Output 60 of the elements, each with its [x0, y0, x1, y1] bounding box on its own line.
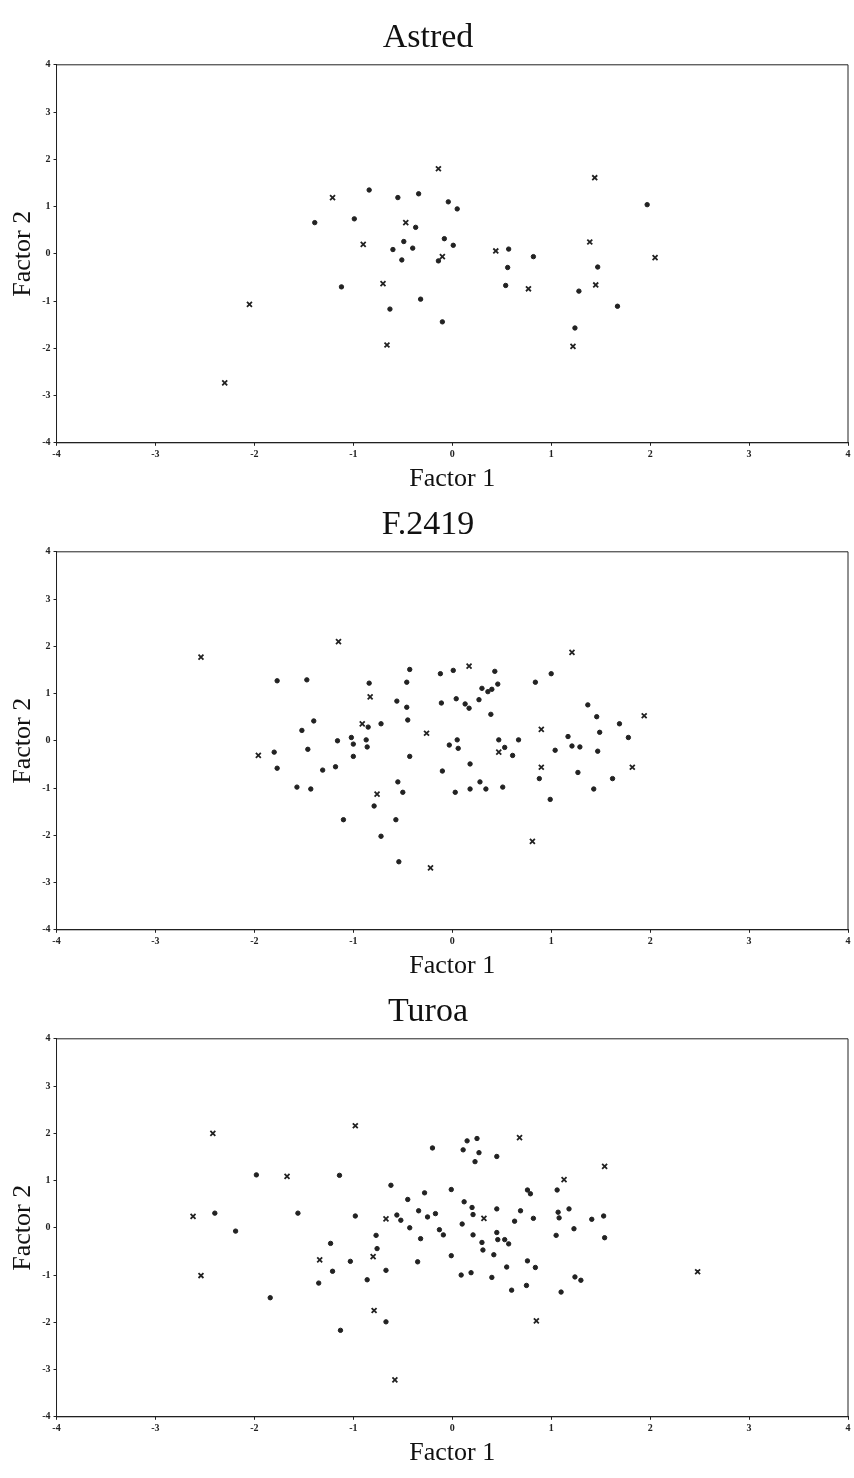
y-tick-label: -3	[42, 876, 51, 888]
y-tick-label: -1	[42, 781, 51, 793]
x-tick-label: 3	[746, 1422, 752, 1434]
x-axis-title: Factor 1	[409, 950, 496, 980]
y-tick-label: -1	[42, 1268, 51, 1280]
x-tick-label: -2	[250, 1422, 259, 1434]
x-tick-label: 1	[548, 448, 554, 460]
x-tick-label: -1	[349, 448, 358, 460]
x-tick-label: 0	[449, 448, 455, 460]
y-tick-label: -4	[42, 923, 51, 935]
chart-title: Turoa	[388, 991, 468, 1029]
y-tick-label: 1	[45, 1174, 51, 1186]
y-tick-label: -4	[42, 1410, 51, 1422]
y-tick-label: 0	[45, 247, 51, 259]
y-tick-label: -3	[42, 1363, 51, 1375]
y-tick-label: -1	[42, 294, 51, 306]
y-tick-label: -2	[42, 1315, 51, 1327]
x-tick-label: 0	[449, 935, 455, 947]
y-axis-title: Factor 2	[7, 210, 37, 297]
y-tick-label: 2	[45, 152, 51, 164]
x-tick-label: 2	[647, 448, 653, 460]
x-tick-label: 3	[746, 448, 752, 460]
y-tick-label: 4	[45, 1032, 51, 1044]
x-tick-label: 4	[845, 935, 851, 947]
y-axis-title: Factor 2	[7, 697, 37, 784]
y-tick-label: 1	[45, 687, 51, 699]
x-tick-label: -2	[250, 448, 259, 460]
x-axis-title: Factor 1	[409, 1437, 496, 1467]
x-tick-label: -1	[349, 935, 358, 947]
y-tick-label: 3	[45, 105, 51, 117]
y-tick-label: -3	[42, 389, 51, 401]
chart-title: F.2419	[381, 504, 475, 542]
y-tick-label: 1	[45, 200, 51, 212]
y-tick-label: 0	[45, 1221, 51, 1233]
y-tick-label: 2	[45, 1126, 51, 1138]
x-tick-label: 2	[647, 1422, 653, 1434]
y-tick-label: 4	[45, 58, 51, 70]
x-tick-label: 4	[845, 1422, 851, 1434]
x-tick-label: 1	[548, 935, 554, 947]
x-tick-label: -3	[151, 1422, 160, 1434]
x-tick-label: -3	[151, 935, 160, 947]
x-tick-label: -1	[349, 1422, 358, 1434]
x-tick-label: 3	[746, 935, 752, 947]
chart-title: Astred	[382, 17, 474, 55]
x-tick-label: 2	[647, 935, 653, 947]
y-tick-label: -2	[42, 828, 51, 840]
x-tick-label: 4	[845, 448, 851, 460]
y-tick-label: -2	[42, 341, 51, 353]
y-tick-label: 3	[45, 1079, 51, 1091]
y-axis-title: Factor 2	[7, 1184, 37, 1271]
x-tick-label: -3	[151, 448, 160, 460]
x-tick-label: -2	[250, 935, 259, 947]
x-axis-title: Factor 1	[409, 463, 496, 493]
y-tick-label: 0	[45, 734, 51, 746]
y-tick-label: 4	[45, 545, 51, 557]
y-tick-label: 3	[45, 592, 51, 604]
x-tick-label: 1	[548, 1422, 554, 1434]
y-tick-label: -4	[42, 436, 51, 448]
x-tick-label: 0	[449, 1422, 455, 1434]
y-tick-label: 2	[45, 639, 51, 651]
